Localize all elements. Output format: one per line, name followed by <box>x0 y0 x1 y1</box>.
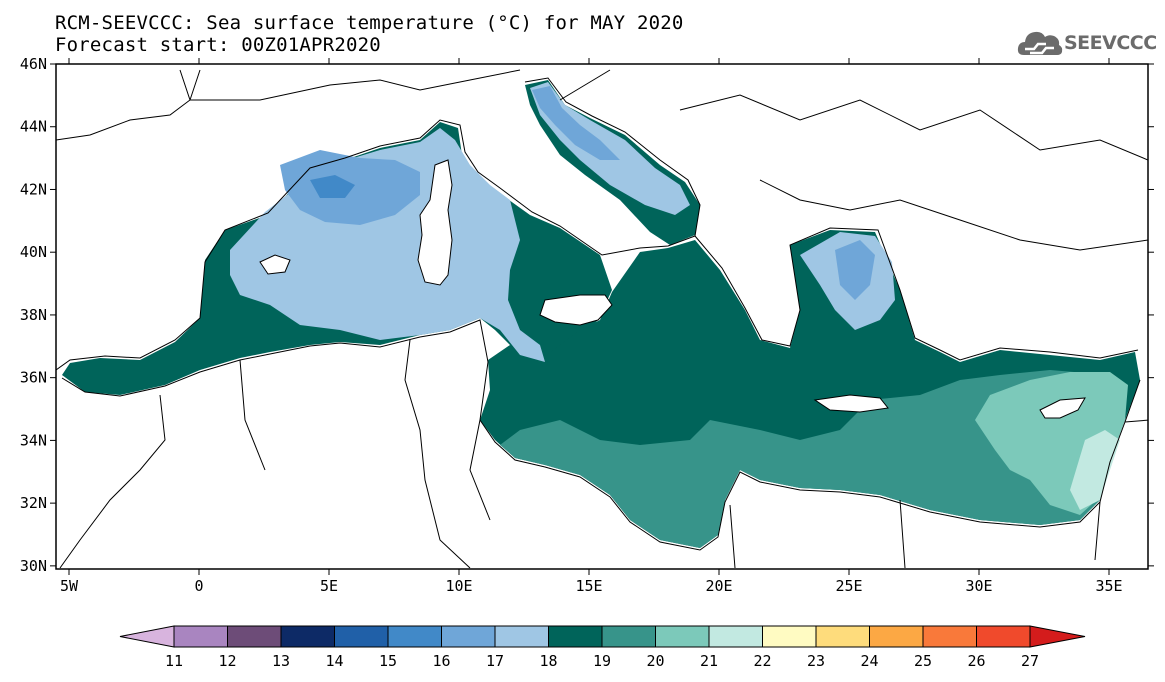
colorbar-label: 21 <box>700 652 718 670</box>
sst-region-south-20 <box>500 370 1125 548</box>
cyprus-island <box>1039 397 1086 419</box>
map-title: RCM-SEEVCCC: Sea surface temperature (°C… <box>55 12 684 34</box>
colorbar-swatch <box>708 625 763 648</box>
lon-tick-label: 5E <box>320 577 338 595</box>
colorbar-swatch <box>922 625 977 648</box>
sst-field <box>62 80 1140 548</box>
europe-south-coast <box>56 69 701 371</box>
sst-region-adriatic-17 <box>532 86 620 160</box>
lat-tick-label: 44N <box>20 118 47 136</box>
lon-tick-label: 0 <box>194 577 203 595</box>
lat-tick-label: 42N <box>20 180 47 198</box>
colorbar-swatch <box>280 625 335 648</box>
colorbar-swatch <box>601 625 656 648</box>
lat-tick-label: 30N <box>20 557 47 575</box>
sst-region-ligurian-16 <box>310 175 355 198</box>
colorbar-label: 11 <box>165 652 183 670</box>
lat-tick-label: 46N <box>20 55 47 73</box>
colorbar-swatch <box>387 625 442 648</box>
colorbar-label: 19 <box>593 652 611 670</box>
colorbar-label: 26 <box>967 652 985 670</box>
lon-tick-label: 30E <box>965 577 992 595</box>
axis-ticks: 46N 44N 42N 40N 38N 36N 34N 32N 30N 5W 0 5E 10E 15E 20… <box>20 55 1154 595</box>
colorbar-swatch <box>548 625 603 648</box>
lat-tick-label: 36N <box>20 369 47 387</box>
sst-region-adriatic-18 <box>530 82 690 215</box>
colorbar-label: 16 <box>432 652 450 670</box>
lat-tick-label: 40N <box>20 243 47 261</box>
lon-tick-label: 35E <box>1095 577 1122 595</box>
colorbar-label: 22 <box>753 652 771 670</box>
cloud-icon <box>1017 31 1063 55</box>
sst-region-aegean-17 <box>835 240 875 300</box>
colorbar-swatch <box>441 625 496 648</box>
coastlines-borders <box>56 69 1148 569</box>
seevccc-logo: SEEVCCC <box>1016 25 1157 59</box>
colorbar-swatch <box>173 625 228 648</box>
colorbar-swatch <box>655 625 710 648</box>
colorbar-label: 25 <box>914 652 932 670</box>
crete-island <box>813 394 889 413</box>
balearic-islands <box>259 254 291 275</box>
colorbar-label: 13 <box>272 652 290 670</box>
lon-tick-label: 20E <box>705 577 732 595</box>
balkans-coast <box>694 227 1139 361</box>
colorbar: 11 12 13 14 15 16 17 18 19 20 21 22 23 24 25 26 27 <box>119 625 1086 670</box>
colorbar-label: 14 <box>325 652 343 670</box>
map-frame <box>55 63 1149 570</box>
lon-tick-label: 15E <box>575 577 602 595</box>
colorbar-label: 17 <box>486 652 504 670</box>
colorbar-label: 23 <box>807 652 825 670</box>
country-borders <box>59 69 1148 569</box>
lat-tick-label: 38N <box>20 306 47 324</box>
corsica-sardinia-islands <box>417 159 453 286</box>
forecast-start-subtitle: Forecast start: 00Z01APR2020 <box>55 34 381 56</box>
logo-text: SEEVCCC <box>1064 32 1157 54</box>
lat-tick-label: 32N <box>20 494 47 512</box>
colorbar-swatch <box>334 625 389 648</box>
colorbar-low-extend <box>119 625 175 648</box>
africa-north-coast <box>61 319 1141 551</box>
lon-tick-label: 10E <box>445 577 472 595</box>
lon-tick-label: 25E <box>835 577 862 595</box>
colorbar-label: 15 <box>379 652 397 670</box>
colorbar-swatch <box>815 625 870 648</box>
colorbar-label: 12 <box>218 652 236 670</box>
colorbar-swatch <box>494 625 549 648</box>
colorbar-swatch <box>976 625 1031 648</box>
colorbar-label: 18 <box>539 652 557 670</box>
colorbar-label: 20 <box>646 652 664 670</box>
colorbar-label: 24 <box>860 652 878 670</box>
sst-region-levant-22 <box>1070 430 1120 510</box>
lon-tick-label: 5W <box>60 577 79 595</box>
colorbar-label: 27 <box>1021 652 1039 670</box>
colorbar-swatch <box>227 625 282 648</box>
colorbar-high-extend <box>1029 625 1086 648</box>
colorbar-swatch <box>762 625 817 648</box>
sicily-island <box>539 294 613 326</box>
colorbar-swatch <box>869 625 924 648</box>
lat-tick-label: 34N <box>20 431 47 449</box>
